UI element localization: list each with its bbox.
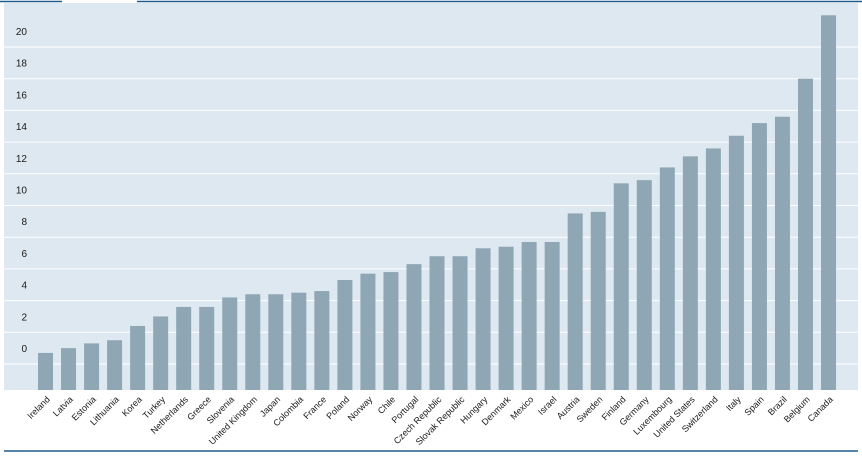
y-tick-label: 0 [21,344,27,355]
bar [199,306,215,390]
bar [314,291,330,390]
y-tick-label: 8 [21,217,27,228]
bar [84,343,100,390]
bar [682,156,698,390]
y-tick-label: 4 [21,281,27,292]
y-tick-label: 16 [16,90,28,101]
bar [636,180,652,390]
x-tick-label: Italy [724,394,743,413]
y-tick-label: 20 [16,27,28,38]
bar [659,167,675,390]
y-tick-label: 2 [21,312,27,323]
y-tick-label: 6 [21,249,27,260]
bar [360,273,376,390]
x-tick-label: Canada [806,394,835,423]
bar [705,148,721,390]
x-tick-label: Spain [742,394,765,417]
bar [452,256,468,390]
y-tick-label: 10 [16,186,28,197]
bar [797,78,813,390]
bar [544,241,560,390]
bar [728,135,744,390]
x-tick-label: Norway [346,394,375,423]
bar [590,211,606,390]
bar [498,246,514,390]
bar [38,352,53,390]
bar [821,15,837,391]
bar [222,297,238,390]
bar [61,348,77,390]
x-tick-label: Belgium [782,394,812,424]
x-tick-label: Korea [120,394,144,418]
x-tick-label: Mexico [508,394,535,421]
bar [130,325,146,390]
y-tick-label: 12 [16,154,28,165]
bar [521,241,537,390]
bar [406,264,422,390]
bar [176,306,192,390]
bar [291,292,307,390]
bar [475,248,491,390]
bar [751,123,767,390]
bar [613,183,629,390]
bar [107,340,123,390]
y-tick-label: 14 [16,122,28,133]
bar [429,256,445,390]
x-tick-label: France [301,394,328,421]
bar [383,272,399,390]
bar [268,294,284,390]
x-tick-label: Sweden [575,394,605,424]
x-tick-label: Ireland [25,394,52,421]
bar [245,294,261,390]
bar [153,316,169,390]
bar [337,279,353,390]
bar [774,116,790,391]
y-tick-label: 18 [16,59,28,70]
bar [567,213,583,390]
